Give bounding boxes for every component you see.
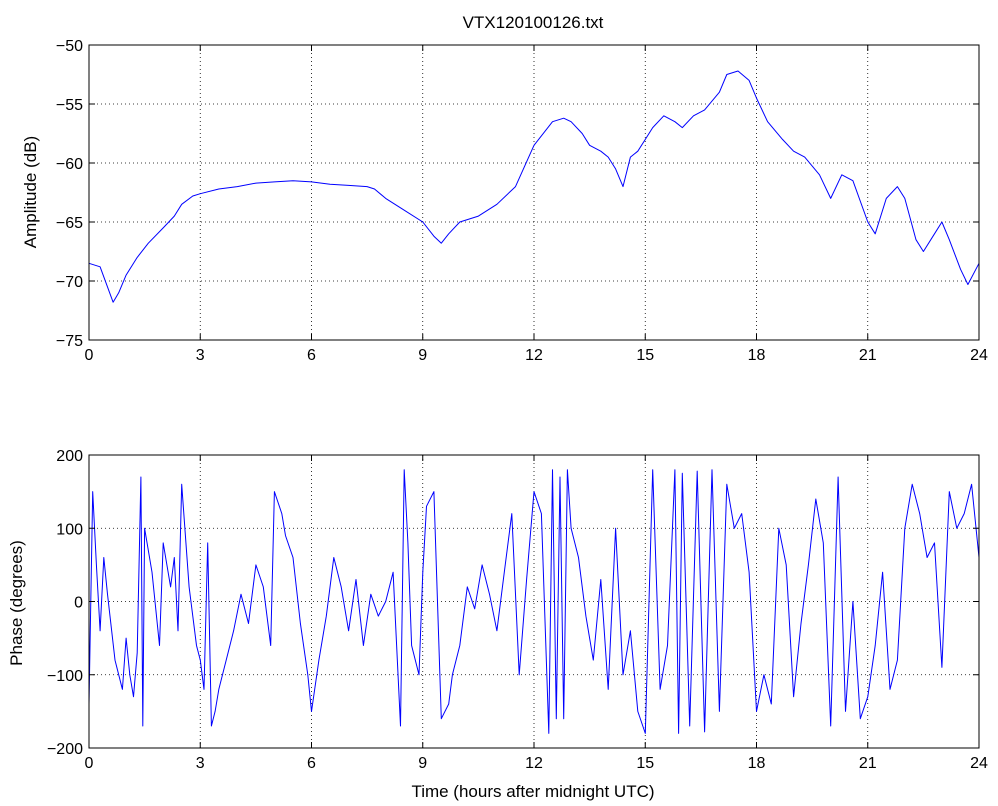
amplitude-y-tick-label: −65 [56,215,83,232]
amplitude-ticks: 0 3 6 9 12 15 18 21 24 −75 −70 −65 −60 −55 −50 [56,38,988,364]
phase-grid [89,455,979,748]
amplitude-plot-area [88,70,980,303]
amplitude-x-tick-label: 21 [859,347,877,364]
phase-y-tick-label: 200 [56,448,83,465]
phase-y-axis-label: Phase (degrees) [7,540,26,666]
phase-x-tick-label: 12 [525,755,543,772]
phase-x-tick-label: 18 [748,755,766,772]
phase-ticks: 0 3 6 9 12 15 18 21 24 −200 −100 0 100 200 [47,448,988,772]
amplitude-x-tick-label: 3 [196,347,205,364]
phase-y-tick-label: 0 [74,595,83,612]
phase-y-tick-label: 100 [56,521,83,538]
amplitude-y-tick-label: −50 [56,38,83,55]
phase-series-line [88,469,980,734]
amplitude-x-tick-label: 15 [636,347,654,364]
amplitude-x-tick-label: 6 [307,347,316,364]
phase-x-tick-label: 21 [859,755,877,772]
amplitude-series-line [88,70,980,303]
amplitude-y-axis-label: Amplitude (dB) [21,136,40,248]
amplitude-y-tick-label: −70 [56,274,83,291]
amplitude-chart-title: VTX120100126.txt [463,13,604,32]
phase-plot-area [88,469,980,734]
amplitude-y-tick-label: −55 [56,97,83,114]
amplitude-panel: VTX120100126.txt 0 3 6 9 12 15 18 21 24 −75 −70 −65… [21,13,988,364]
amplitude-y-tick-label: −75 [56,333,83,350]
phase-x-tick-label: 0 [85,755,94,772]
amplitude-grid [89,45,979,340]
phase-y-tick-label: −200 [47,741,83,758]
phase-y-tick-label: −100 [47,668,83,685]
phase-x-axis-label: Time (hours after midnight UTC) [411,782,654,801]
amplitude-x-tick-label: 12 [525,347,543,364]
amplitude-x-tick-label: 0 [85,347,94,364]
phase-panel: 0 3 6 9 12 15 18 21 24 −200 −100 0 100 200 Phase (deg… [7,448,988,801]
phase-x-tick-label: 9 [418,755,427,772]
phase-x-tick-label: 15 [636,755,654,772]
amplitude-y-tick-label: −60 [56,156,83,173]
amplitude-x-tick-label: 9 [418,347,427,364]
amplitude-x-tick-label: 18 [748,347,766,364]
phase-x-tick-label: 6 [307,755,316,772]
amplitude-x-tick-label: 24 [970,347,988,364]
phase-x-tick-label: 3 [196,755,205,772]
phase-x-tick-label: 24 [970,755,988,772]
